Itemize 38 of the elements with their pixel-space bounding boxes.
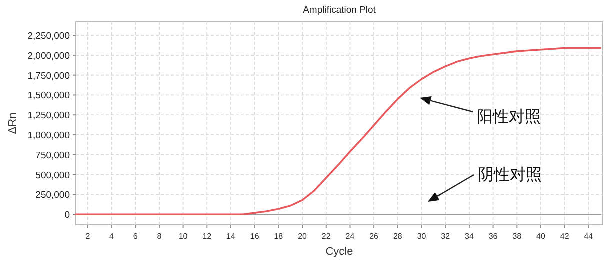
y-tick-label: 1,000,000 xyxy=(28,130,70,142)
x-tick-label: 2 xyxy=(86,232,91,241)
x-tick-label: 8 xyxy=(157,232,162,241)
x-tick-label: 24 xyxy=(346,232,356,241)
chart-title: Amplification Plot xyxy=(303,5,376,16)
y-tick-label: 1,500,000 xyxy=(28,90,70,102)
x-tick-label: 40 xyxy=(536,232,546,241)
x-tick-label: 18 xyxy=(274,232,284,241)
y-tick-label: 750,000 xyxy=(36,150,70,162)
x-tick-label: 44 xyxy=(584,232,594,241)
x-tick-label: 10 xyxy=(178,232,188,241)
y-tick-label: 1,250,000 xyxy=(28,110,70,122)
x-tick-label: 14 xyxy=(226,232,236,241)
x-tick-label: 20 xyxy=(298,232,308,241)
x-tick-label: 28 xyxy=(393,232,403,241)
x-tick-label: 12 xyxy=(202,232,212,241)
y-tick-label: 2,000,000 xyxy=(28,50,70,62)
x-tick-label: 16 xyxy=(250,232,260,241)
x-tick-label: 30 xyxy=(417,232,427,241)
x-tick-label: 38 xyxy=(512,232,522,241)
line-series xyxy=(75,47,602,216)
x-axis-title: Cycle xyxy=(326,246,354,258)
x-tick-label: 32 xyxy=(441,232,451,241)
x-tick-label: 36 xyxy=(488,232,498,241)
x-tick-label: 26 xyxy=(370,232,380,241)
x-tick-label: 4 xyxy=(110,232,115,241)
y-tick-label: 0 xyxy=(64,210,70,222)
x-tick-label: 34 xyxy=(465,232,474,241)
y-axis-title: ΔRn xyxy=(7,112,19,134)
y-tick-label: 500,000 xyxy=(36,170,70,182)
annotation: 阴性对照 xyxy=(478,165,542,184)
y-tick-label: 2,250,000 xyxy=(28,31,70,42)
x-tick-label: 22 xyxy=(322,232,332,241)
x-tick-label: 6 xyxy=(133,232,138,241)
y-tick-label: 1,750,000 xyxy=(28,70,70,82)
y-tick-label: 250,000 xyxy=(36,190,70,202)
x-tick-label: 42 xyxy=(560,232,570,241)
annotation: 阳性对照 xyxy=(477,107,541,126)
